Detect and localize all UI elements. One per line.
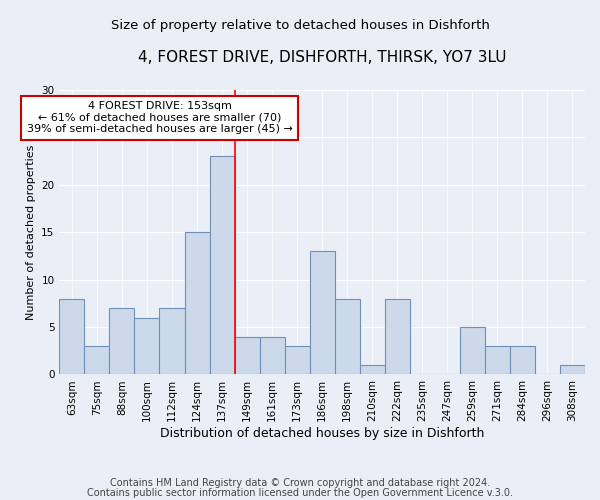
Title: 4, FOREST DRIVE, DISHFORTH, THIRSK, YO7 3LU: 4, FOREST DRIVE, DISHFORTH, THIRSK, YO7 … <box>138 50 506 65</box>
Bar <box>335 298 360 374</box>
Y-axis label: Number of detached properties: Number of detached properties <box>26 144 35 320</box>
Bar <box>185 232 209 374</box>
Bar <box>485 346 510 374</box>
X-axis label: Distribution of detached houses by size in Dishforth: Distribution of detached houses by size … <box>160 427 484 440</box>
Text: 4 FOREST DRIVE: 153sqm
← 61% of detached houses are smaller (70)
39% of semi-det: 4 FOREST DRIVE: 153sqm ← 61% of detached… <box>26 101 292 134</box>
Text: Contains HM Land Registry data © Crown copyright and database right 2024.: Contains HM Land Registry data © Crown c… <box>110 478 490 488</box>
Bar <box>134 318 160 374</box>
Bar <box>360 365 385 374</box>
Bar <box>460 327 485 374</box>
Bar <box>109 308 134 374</box>
Bar <box>209 156 235 374</box>
Bar <box>284 346 310 374</box>
Bar <box>310 251 335 374</box>
Text: Size of property relative to detached houses in Dishforth: Size of property relative to detached ho… <box>110 20 490 32</box>
Bar <box>260 336 284 374</box>
Bar <box>510 346 535 374</box>
Bar <box>59 298 85 374</box>
Bar <box>560 365 585 374</box>
Bar <box>85 346 109 374</box>
Text: Contains public sector information licensed under the Open Government Licence v.: Contains public sector information licen… <box>87 488 513 498</box>
Bar <box>160 308 185 374</box>
Bar <box>235 336 260 374</box>
Bar <box>385 298 410 374</box>
